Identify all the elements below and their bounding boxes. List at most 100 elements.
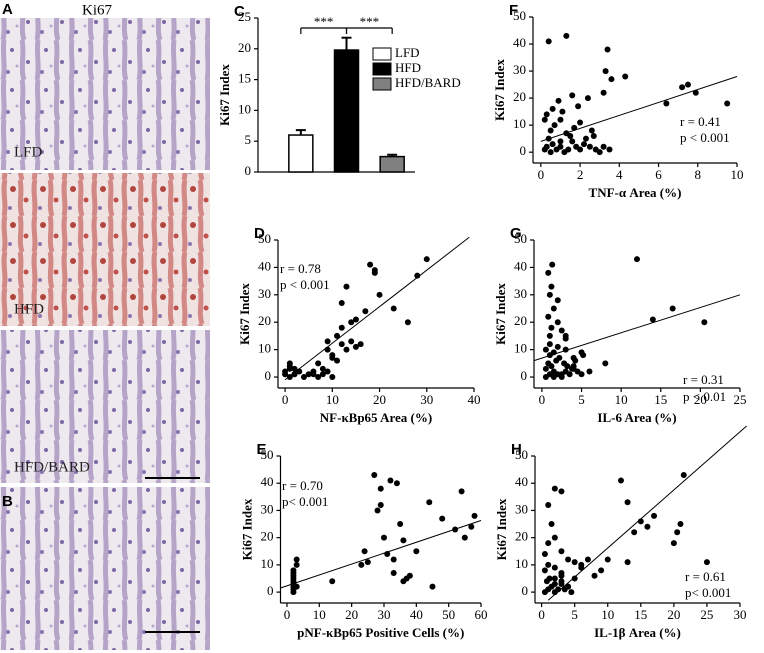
point xyxy=(338,341,345,348)
point xyxy=(352,316,359,323)
point xyxy=(468,523,475,530)
point xyxy=(390,570,397,577)
legend-label: LFD xyxy=(395,45,420,60)
stat-annotation: r = 0.70 xyxy=(282,478,323,493)
point xyxy=(549,141,556,148)
point xyxy=(315,374,322,381)
point xyxy=(400,578,407,585)
stat-annotation: p < 0.01 xyxy=(683,389,726,404)
point xyxy=(602,360,609,367)
point xyxy=(684,81,691,88)
y-tick-label: 30 xyxy=(513,62,526,77)
y-tick-label: 50 xyxy=(515,447,528,462)
micrograph-control xyxy=(0,487,210,650)
point xyxy=(305,371,312,378)
point xyxy=(338,300,345,307)
point xyxy=(555,97,562,104)
x-tick-label: 30 xyxy=(420,392,433,407)
point xyxy=(426,499,433,506)
point xyxy=(549,105,556,112)
point xyxy=(562,332,569,339)
y-tick-label: 30 xyxy=(261,501,274,516)
legend-label: HFD/BARD xyxy=(395,75,461,90)
point xyxy=(588,127,595,134)
trend-line xyxy=(547,425,747,601)
point xyxy=(324,368,331,375)
point xyxy=(387,477,394,484)
point xyxy=(549,261,556,268)
x-tick-label: 40 xyxy=(468,392,481,407)
y-tick-label: 30 xyxy=(258,286,271,301)
y-tick-label: 20 xyxy=(515,529,528,544)
point xyxy=(458,488,465,495)
point xyxy=(551,534,558,541)
image-label: LFD xyxy=(14,144,43,160)
point xyxy=(586,368,593,375)
point xyxy=(567,132,574,139)
point xyxy=(393,480,400,487)
point xyxy=(590,132,597,139)
x-tick-label: 0 xyxy=(284,607,291,622)
point xyxy=(291,365,298,372)
point xyxy=(557,138,564,145)
point xyxy=(692,89,699,96)
point xyxy=(598,567,605,574)
point xyxy=(547,127,554,134)
point xyxy=(352,343,359,350)
point xyxy=(358,561,365,568)
y-tick-label: 50 xyxy=(261,447,274,462)
point xyxy=(679,84,686,91)
image-label: HFD xyxy=(14,301,44,317)
point xyxy=(546,332,553,339)
point xyxy=(371,267,378,274)
x-axis-label: pNF-κBp65 Positive Cells (%) xyxy=(297,625,464,640)
point xyxy=(649,316,656,323)
point xyxy=(338,324,345,331)
point xyxy=(329,578,336,585)
point xyxy=(439,515,446,522)
stat-annotation: r = 0.31 xyxy=(683,372,724,387)
point xyxy=(570,354,577,361)
trend-line xyxy=(540,76,738,142)
x-tick-label: 15 xyxy=(654,392,667,407)
micrographs: A B Ki67 LFD HFD HFD/BARD xyxy=(0,1,210,650)
x-axis-label: NF-κBp65 Area (%) xyxy=(320,410,432,425)
point xyxy=(546,575,553,582)
point xyxy=(541,567,548,574)
x-tick-label: 20 xyxy=(345,607,358,622)
point xyxy=(551,564,558,571)
point xyxy=(578,564,585,571)
x-tick-label: 20 xyxy=(694,392,707,407)
point xyxy=(644,523,651,530)
point xyxy=(291,371,298,378)
point xyxy=(400,537,407,544)
y-tick-label: 10 xyxy=(261,556,274,571)
point xyxy=(414,272,421,279)
point xyxy=(423,256,430,263)
y-tick-label: 0 xyxy=(520,143,527,158)
point xyxy=(564,363,571,370)
point xyxy=(622,73,629,80)
y-axis-label: Ki67 Index xyxy=(217,64,232,126)
point xyxy=(617,477,624,484)
x-tick-label: 0 xyxy=(538,167,545,182)
point xyxy=(364,559,371,566)
point xyxy=(545,540,552,547)
point xyxy=(677,521,684,528)
point xyxy=(569,92,576,99)
x-tick-label: 4 xyxy=(616,167,623,182)
point xyxy=(548,521,555,528)
point xyxy=(348,338,355,345)
point xyxy=(541,551,548,557)
point xyxy=(680,472,687,479)
point xyxy=(724,100,731,107)
x-tick-label: 0 xyxy=(282,392,289,407)
y-axis-label: Ki67 Index xyxy=(239,498,254,560)
y-tick-label: 30 xyxy=(514,286,527,301)
micrograph-hfd-bard xyxy=(0,330,210,483)
x-tick-label: 0 xyxy=(538,607,545,622)
point xyxy=(558,578,565,585)
point xyxy=(293,583,300,590)
y-tick-label: 10 xyxy=(514,341,527,356)
x-axis-label: IL-1β Area (%) xyxy=(594,625,681,640)
